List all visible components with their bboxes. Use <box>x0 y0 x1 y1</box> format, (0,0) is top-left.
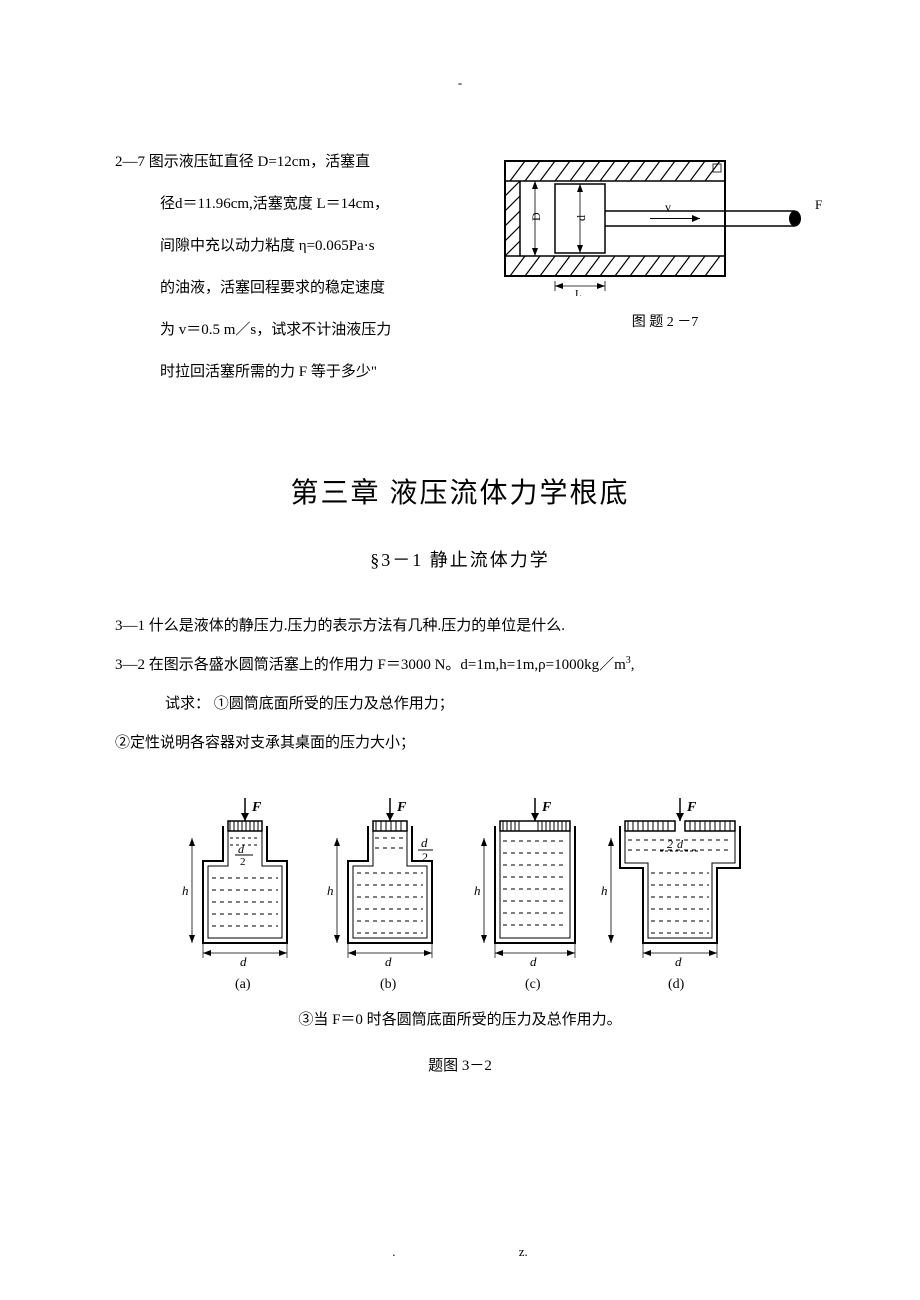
svg-text:(c): (c) <box>525 977 541 992</box>
svg-text:h: h <box>474 883 481 898</box>
p27-line3: 间隙中充以动力粘度 η=0.065Pa·s <box>115 225 485 267</box>
svg-text:2: 2 <box>240 856 246 868</box>
svg-text:F: F <box>396 800 407 815</box>
p27-line1: 2—7 图示液压缸直径 D=12cm，活塞直 <box>115 141 485 183</box>
question-3-2-line4: ③当 F＝0 时各圆筒底面所受的压力及总作用力。 <box>115 1008 805 1029</box>
figure-3-2-svg: F d 2 h <box>160 793 760 993</box>
svg-text:d: d <box>677 837 684 851</box>
svg-text:F: F <box>815 197 822 212</box>
q3-2-text: 3—2 在图示各盛水圆筒活塞上的作用力 F＝3000 N。d=1m,h=1m,ρ… <box>115 657 626 673</box>
svg-text:F: F <box>541 800 552 815</box>
svg-text:D: D <box>529 212 543 221</box>
svg-text:d: d <box>574 215 588 221</box>
svg-text:d: d <box>675 954 682 969</box>
svg-text:h: h <box>182 883 189 898</box>
svg-text:h: h <box>601 883 608 898</box>
svg-text:(b): (b) <box>380 977 397 992</box>
figure-2-7-caption: 图 题 2 －7 <box>495 311 835 331</box>
problem-2-7: 2—7 图示液压缸直径 D=12cm，活塞直 径d＝11.96cm,活塞宽度 L… <box>115 141 805 431</box>
svg-text:d: d <box>240 954 247 969</box>
figure-2-7: D d v F L 图 题 2 －7 <box>495 141 835 331</box>
p27-line5: 为 v＝0.5 m／s，试求不计油液压力 <box>115 309 485 351</box>
svg-text:2: 2 <box>422 850 428 864</box>
svg-text:h: h <box>327 883 334 898</box>
svg-text:2: 2 <box>667 837 673 851</box>
svg-text:d: d <box>421 835 428 850</box>
section-title: §3－1 静止流体力学 <box>115 546 805 572</box>
page-header-dash: - <box>115 75 805 91</box>
question-3-2-line1: 3—2 在图示各盛水圆筒活塞上的作用力 F＝3000 N。d=1m,h=1m,ρ… <box>115 646 805 685</box>
problem-2-7-text: 2—7 图示液压缸直径 D=12cm，活塞直 径d＝11.96cm,活塞宽度 L… <box>115 141 485 393</box>
question-3-1: 3—1 什么是液体的静压力.压力的表示方法有几种.压力的单位是什么. <box>115 607 805 646</box>
q3-2-tail: , <box>631 657 635 673</box>
svg-text:F: F <box>251 800 262 815</box>
question-3-2-line2: 试求： ①圆筒底面所受的压力及总作用力； <box>115 685 805 724</box>
footer-right: z. <box>519 1244 528 1259</box>
svg-text:L: L <box>575 288 582 296</box>
svg-text:d: d <box>530 954 537 969</box>
p27-line4: 的油液，活塞回程要求的稳定速度 <box>115 267 485 309</box>
svg-text:v: v <box>665 200 671 214</box>
question-3-2-line3: ②定性说明各容器对支承其桌面的压力大小； <box>115 724 805 763</box>
figure-3-2: F d 2 h <box>115 793 805 1075</box>
svg-text:d: d <box>238 842 245 856</box>
p27-line6: 时拉回活塞所需的力 F 等于多少" <box>115 351 485 393</box>
svg-text:(d): (d) <box>668 977 685 992</box>
figure-3-2-caption: 题图 3－2 <box>115 1054 805 1075</box>
footer-left: . <box>392 1244 395 1259</box>
p27-line2: 径d＝11.96cm,活塞宽度 L＝14cm， <box>115 183 485 225</box>
svg-text:d: d <box>385 954 392 969</box>
svg-text:(a): (a) <box>235 977 251 992</box>
svg-text:F: F <box>686 800 697 815</box>
figure-2-7-svg: D d v F L <box>495 141 835 296</box>
chapter-title: 第三章 液压流体力学根底 <box>115 471 805 511</box>
page-footer: . z. <box>0 1244 920 1260</box>
